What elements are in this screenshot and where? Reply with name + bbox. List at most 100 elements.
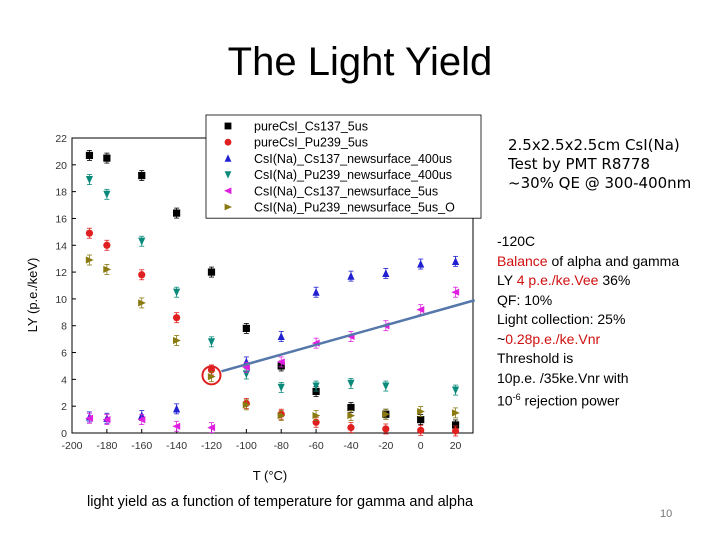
y-tick-label: 0 xyxy=(61,428,67,440)
note-threshold-value: 10p.e. /35ke.Vnr with xyxy=(497,369,629,386)
data-point xyxy=(347,379,355,388)
data-point xyxy=(277,358,285,366)
series-2 xyxy=(85,227,460,437)
data-point xyxy=(85,256,94,264)
data-point xyxy=(347,424,355,432)
x-tick-label: -20 xyxy=(378,440,393,452)
note-threshold: Threshold is xyxy=(497,350,574,366)
note-qf: QF: 10% xyxy=(497,291,553,308)
note-rejection-exp: -6 xyxy=(512,392,521,402)
data-point xyxy=(242,324,250,333)
data-point xyxy=(382,382,390,391)
data-point xyxy=(173,336,181,345)
y-tick-label: 20 xyxy=(55,160,67,172)
data-point xyxy=(277,411,286,420)
note-pe-per-kevnr: ~0.28p.e./ke.Vnr xyxy=(497,330,679,350)
data-point xyxy=(224,138,232,146)
y-tick-label: 8 xyxy=(61,321,67,333)
x-tick-label: -80 xyxy=(274,440,289,452)
legend-label: CsI(Na)_Pu239_newsurface_400us xyxy=(254,168,452,182)
data-point xyxy=(173,209,181,217)
note-pe-value: 0.28p.e./ke.Vnr xyxy=(505,330,601,347)
x-tick-label: -120 xyxy=(201,440,222,452)
series-3 xyxy=(85,255,460,424)
legend-box xyxy=(205,114,482,219)
x-tick-label: -160 xyxy=(131,440,152,452)
data-point xyxy=(103,190,111,199)
note-ly-value: 4 p.e./ke.Vee xyxy=(516,272,599,288)
x-tick-label: -180 xyxy=(96,440,117,452)
data-point xyxy=(451,386,460,395)
data-point xyxy=(312,288,320,296)
note-rejection: 10-6 rejection power xyxy=(497,388,679,411)
data-point xyxy=(85,175,94,184)
y-tick-label: 4 xyxy=(61,374,67,386)
data-point xyxy=(347,271,355,280)
legend-label: CsI(Na)_Pu239_newsurface_5us_O xyxy=(254,201,455,215)
data-point xyxy=(416,306,425,314)
note-balance: Balance of alpha and gamma xyxy=(497,252,679,272)
data-point xyxy=(207,338,216,347)
y-axis-label: LY (p.e./keV) xyxy=(25,258,40,333)
data-point xyxy=(207,373,216,381)
x-tick-label: -40 xyxy=(343,440,358,452)
data-point xyxy=(173,314,181,322)
detector-info: 2.5x2.5x2.5cm CsI(Na) Test by PMT R8778 … xyxy=(508,136,691,193)
data-point xyxy=(102,415,111,424)
data-point xyxy=(85,229,94,237)
x-axis-label: T (°C) xyxy=(253,468,288,483)
data-point xyxy=(138,237,146,246)
data-point xyxy=(138,271,146,279)
data-point xyxy=(417,415,425,424)
x-tick-label: -140 xyxy=(166,440,187,452)
y-tick-label: 6 xyxy=(61,348,67,360)
data-point xyxy=(224,154,232,162)
data-point xyxy=(138,299,146,307)
legend-label: CsI(Na)_Cs137_newsurface_5us xyxy=(254,184,438,198)
highlight-circle xyxy=(201,365,222,386)
data-point xyxy=(137,415,146,424)
x-tick-label: -200 xyxy=(61,440,82,452)
data-point xyxy=(382,269,390,278)
note-rejection-text: rejection power xyxy=(520,392,620,409)
y-tick-label: 12 xyxy=(55,267,67,279)
y-tick-label: 18 xyxy=(55,187,67,199)
y-tick-label: 2 xyxy=(61,401,67,413)
note-rejection-base: 10 xyxy=(497,392,513,409)
note-tilde: ~ xyxy=(497,330,506,347)
note-balance-text: of alpha and gamma xyxy=(547,252,680,269)
data-point xyxy=(173,288,181,297)
x-tick-label: 20 xyxy=(450,440,462,452)
data-point xyxy=(207,424,216,432)
data-point xyxy=(451,288,460,296)
data-point xyxy=(103,154,111,162)
data-point xyxy=(242,363,250,371)
data-point xyxy=(224,187,232,195)
y-tick-label: 16 xyxy=(55,213,67,225)
data-point xyxy=(312,382,320,391)
data-point xyxy=(207,268,216,276)
info-line: Test by PMT R8778 xyxy=(508,155,650,173)
data-point xyxy=(224,203,232,211)
legend: pureCsI_Cs137_5us pureCsI_Pu239_5us CsI(Na… xyxy=(205,114,482,219)
legend-label: pureCsI_Cs137_5us xyxy=(254,120,368,134)
note-ly-percent: 36% xyxy=(598,272,631,288)
data-point xyxy=(312,411,321,420)
data-point xyxy=(347,411,356,420)
y-tick-label: 22 xyxy=(55,133,67,145)
x-tick-label: -100 xyxy=(236,440,257,452)
slide-title: The Light Yield xyxy=(227,40,493,84)
data-point xyxy=(451,257,460,265)
info-line: ~30% QE @ 300-400nm xyxy=(508,174,692,192)
x-axis: -200 -180 -160 -140 -120 -100 -80 -60 -40 -20 0 20 xyxy=(61,429,462,452)
y-axis: 0 2 4 6 8 10 12 14 16 18 20 22 xyxy=(55,133,76,440)
legend-label: pureCsI_Pu239_5us xyxy=(254,136,368,150)
data-point xyxy=(417,426,425,434)
data-point xyxy=(103,265,112,274)
data-point xyxy=(85,151,94,160)
data-point xyxy=(224,122,232,130)
data-point xyxy=(451,421,460,429)
data-point xyxy=(85,414,94,422)
data-point xyxy=(242,401,251,409)
